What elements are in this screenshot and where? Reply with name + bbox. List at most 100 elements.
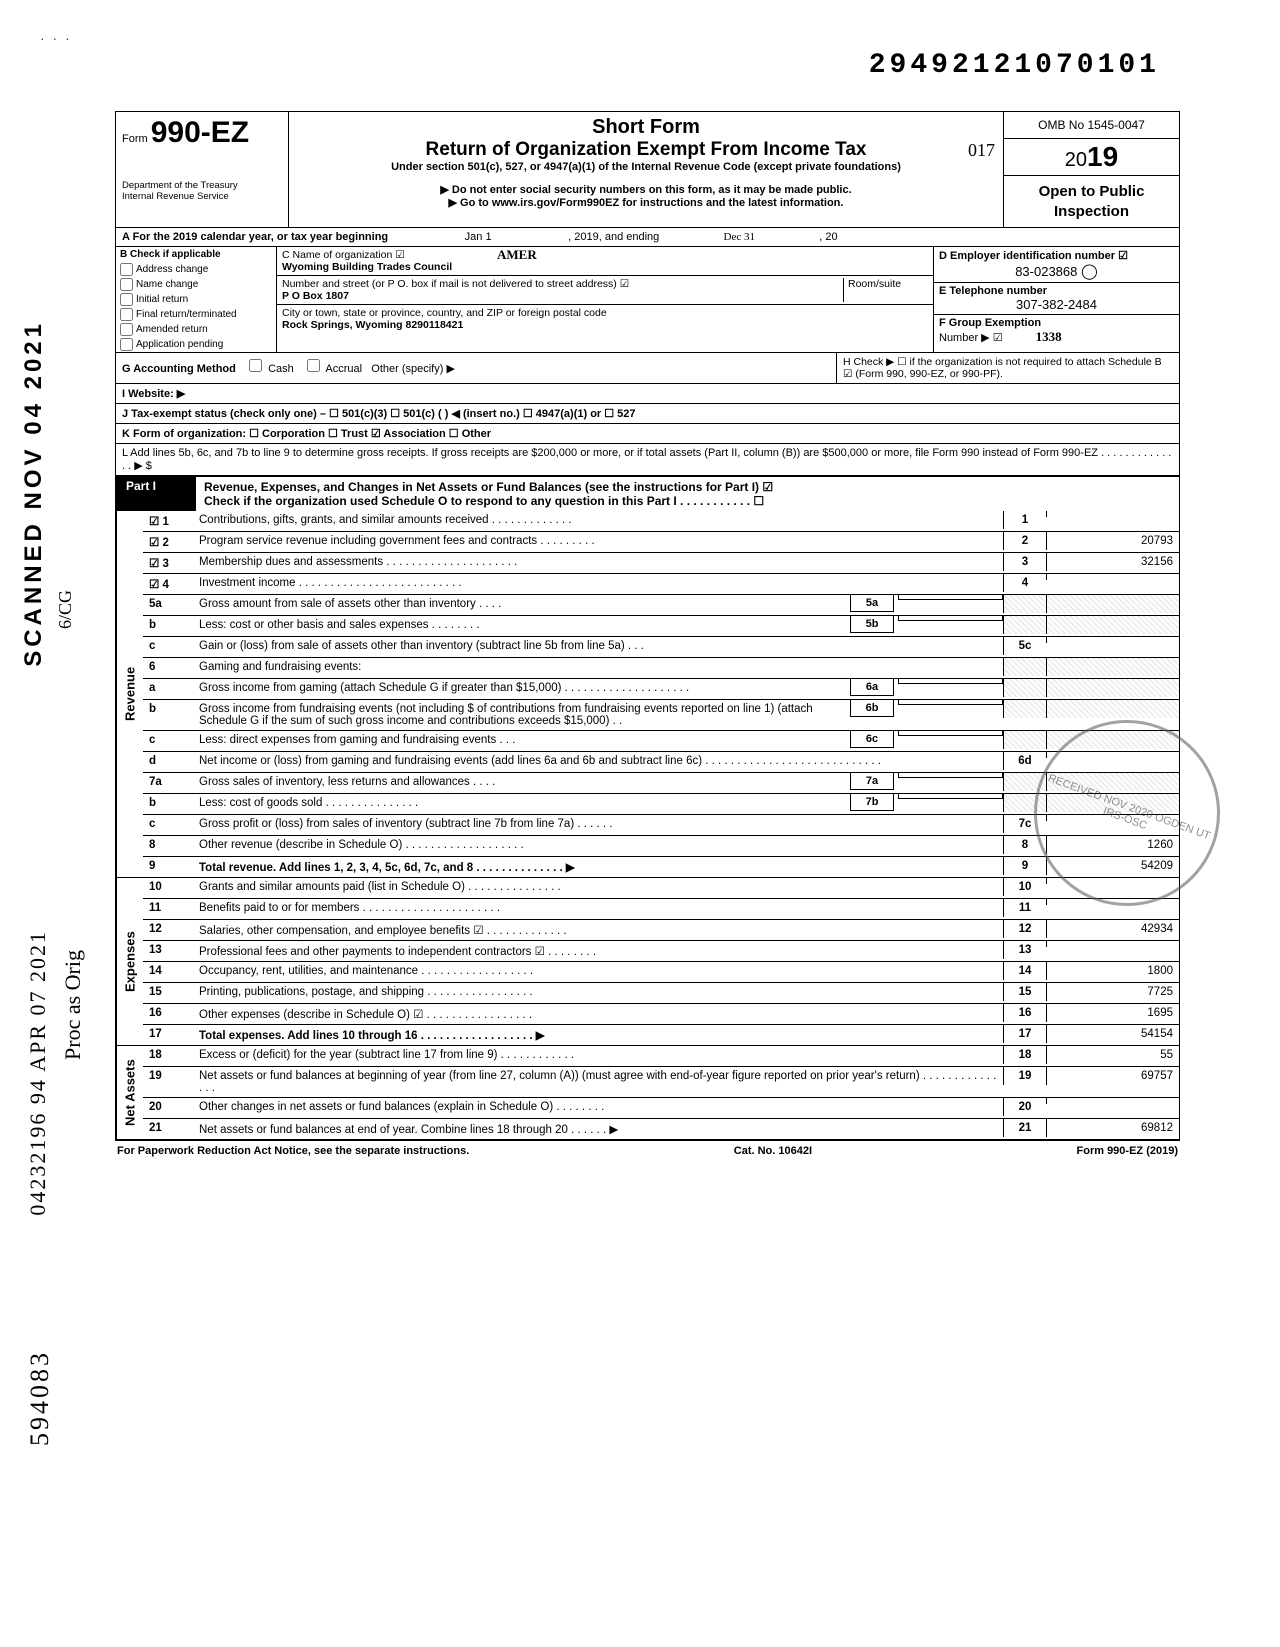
form-header: Form 990-EZ Department of the Treasury I… — [116, 112, 1179, 228]
line-4: ☑ 4Investment income . . . . . . . . . .… — [143, 574, 1179, 595]
revenue-section: Revenue ☑ 1Contributions, gifts, grants,… — [116, 511, 1179, 878]
open-to-public: Open to Public Inspection — [1004, 176, 1179, 227]
other-specify: Other (specify) ▶ — [371, 363, 455, 375]
accrual-label: Accrual — [325, 363, 362, 375]
line-c: cGain or (loss) from sale of assets othe… — [143, 637, 1179, 658]
line-b: bGross income from fundraising events (n… — [143, 700, 1179, 731]
line-8: 8Other revenue (describe in Schedule O) … — [143, 836, 1179, 857]
group-number-label: Number ▶ ☑ — [939, 332, 1003, 344]
row-k-org-form: K Form of organization: ☐ Corporation ☐ … — [116, 424, 1179, 444]
subtitle: Return of Organization Exempt From Incom… — [297, 139, 995, 161]
open-line2: Inspection — [1010, 202, 1173, 222]
line-15: 15Printing, publications, postage, and s… — [143, 983, 1179, 1004]
stamp-proc: Proc as Orig — [60, 950, 86, 1060]
line-1: ☑ 1Contributions, gifts, grants, and sim… — [143, 511, 1179, 532]
chk-amended[interactable]: Amended return — [116, 322, 276, 337]
stamp-num: 594083 — [25, 1350, 55, 1446]
line-13: 13Professional fees and other payments t… — [143, 941, 1179, 962]
row-a-end2: , 20 — [819, 231, 837, 243]
line-5a: 5aGross amount from sale of assets other… — [143, 595, 1179, 616]
group-number-hand: 1338 — [1036, 329, 1062, 344]
dept-treasury: Department of the Treasury Internal Reve… — [122, 180, 282, 202]
row-a-begin: Jan 1 — [388, 231, 568, 243]
footer-catno: Cat. No. 10642I — [734, 1145, 812, 1157]
chk-name-change[interactable]: Name change — [116, 277, 276, 292]
line-21: 21Net assets or fund balances at end of … — [143, 1119, 1179, 1139]
col-def: D Employer identification number ☑ 83-02… — [934, 247, 1179, 352]
line-d: dNet income or (loss) from gaming and fu… — [143, 752, 1179, 773]
sidelabel-netassets: Net Assets — [116, 1046, 143, 1139]
under-section: Under section 501(c), 527, or 4947(a)(1)… — [297, 161, 995, 173]
col-c-name-addr: C Name of organization ☑ AMER Wyoming Bu… — [277, 247, 934, 352]
chk-pending[interactable]: Application pending — [116, 337, 276, 352]
line-b: bLess: cost or other basis and sales exp… — [143, 616, 1179, 637]
stamp-scanned: SCANNED NOV 04 2021 — [20, 320, 48, 667]
omb-number: OMB No 1545-0047 — [1004, 112, 1179, 139]
chk-cash[interactable] — [249, 359, 262, 372]
line-16: 16Other expenses (describe in Schedule O… — [143, 1004, 1179, 1025]
row-a-mid: , 2019, and ending — [568, 231, 659, 243]
dln-number: 29492121070101 — [115, 50, 1180, 81]
line-9: 9Total revenue. Add lines 1, 2, 3, 4, 5c… — [143, 857, 1179, 877]
ssn-warning: ▶ Do not enter social security numbers o… — [297, 183, 995, 196]
org-address: P O Box 1807 — [282, 290, 349, 302]
line-14: 14Occupancy, rent, utilities, and mainte… — [143, 962, 1179, 983]
col-b-header: B Check if applicable — [116, 247, 276, 262]
ein-label: D Employer identification number ☑ — [939, 250, 1128, 262]
title-short-form: Short Form — [297, 116, 995, 139]
row-a-end: Dec 31 — [659, 231, 819, 243]
line-12: 12Salaries, other compensation, and empl… — [143, 920, 1179, 941]
chk-final-return[interactable]: Final return/terminated — [116, 307, 276, 322]
line-19: 19Net assets or fund balances at beginni… — [143, 1067, 1179, 1098]
c-addr-label: Number and street (or P O. box if mail i… — [282, 278, 629, 290]
chk-initial-return[interactable]: Initial return — [116, 292, 276, 307]
row-i-website: I Website: ▶ — [116, 384, 1179, 404]
footer-formno: Form 990-EZ (2019) — [1077, 1145, 1179, 1157]
form-990ez: Form 990-EZ Department of the Treasury I… — [115, 111, 1180, 1141]
line-c: cLess: direct expenses from gaming and f… — [143, 731, 1179, 752]
header-block-bcdef: B Check if applicable Address change Nam… — [116, 247, 1179, 353]
ein-value: 83-023868 — [1015, 264, 1077, 279]
line-3: ☑ 3Membership dues and assessments . . .… — [143, 553, 1179, 574]
line-18: 18Excess or (deficit) for the year (subt… — [143, 1046, 1179, 1067]
footer-paperwork: For Paperwork Reduction Act Notice, see … — [117, 1145, 469, 1157]
line-b: bLess: cost of goods sold . . . . . . . … — [143, 794, 1179, 815]
cash-label: Cash — [268, 363, 294, 375]
form-label: Form — [122, 133, 148, 145]
stamp-marks: · · · — [40, 30, 72, 46]
chk-address-change[interactable]: Address change — [116, 262, 276, 277]
g-label: G Accounting Method — [122, 363, 236, 375]
ein-circle: ◯ — [1081, 263, 1098, 280]
tel-label: E Telephone number — [939, 285, 1047, 297]
c-city-label: City or town, state or province, country… — [282, 307, 607, 319]
group-exempt-label: F Group Exemption — [939, 317, 1041, 329]
org-name: Wyoming Building Trades Council — [282, 261, 452, 273]
line-7a: 7aGross sales of inventory, less returns… — [143, 773, 1179, 794]
goto-url: ▶ Go to www.irs.gov/Form990EZ for instru… — [297, 196, 995, 209]
form-no-value: 990-EZ — [151, 116, 249, 149]
tel-value: 307-382-2484 — [939, 297, 1174, 312]
h-schedule-b: H Check ▶ ☐ if the organization is not r… — [836, 353, 1179, 383]
netassets-section: Net Assets 18Excess or (deficit) for the… — [116, 1046, 1179, 1140]
row-l-receipts: L Add lines 5b, 6c, and 7b to line 9 to … — [116, 444, 1179, 476]
chk-accrual[interactable] — [307, 359, 320, 372]
row-a-tax-year: A For the 2019 calendar year, or tax yea… — [116, 228, 1179, 247]
form-footer: For Paperwork Reduction Act Notice, see … — [115, 1141, 1180, 1161]
row-a-label: A For the 2019 calendar year, or tax yea… — [122, 231, 388, 243]
stamp-cg: 6/CG — [55, 590, 76, 629]
line-10: 10Grants and similar amounts paid (list … — [143, 878, 1179, 899]
c-name-hand: AMER — [497, 247, 537, 263]
room-suite-label: Room/suite — [848, 278, 901, 290]
hand-year: 017 — [968, 140, 995, 161]
tax-year: 20201919 — [1004, 139, 1179, 176]
line-2: ☑ 2Program service revenue including gov… — [143, 532, 1179, 553]
line-17: 17Total expenses. Add lines 10 through 1… — [143, 1025, 1179, 1045]
part-1-number: Part I — [116, 476, 196, 511]
expenses-section: Expenses 10Grants and similar amounts pa… — [116, 878, 1179, 1046]
open-line1: Open to Public — [1010, 182, 1173, 202]
ein-value-row: 83-023868 ◯ — [939, 262, 1174, 280]
sidelabel-expenses: Expenses — [116, 878, 143, 1045]
part-1-title: Revenue, Expenses, and Changes in Net As… — [204, 480, 773, 494]
row-j-status: J Tax-exempt status (check only one) – ☐… — [116, 404, 1179, 424]
line-20: 20Other changes in net assets or fund ba… — [143, 1098, 1179, 1119]
